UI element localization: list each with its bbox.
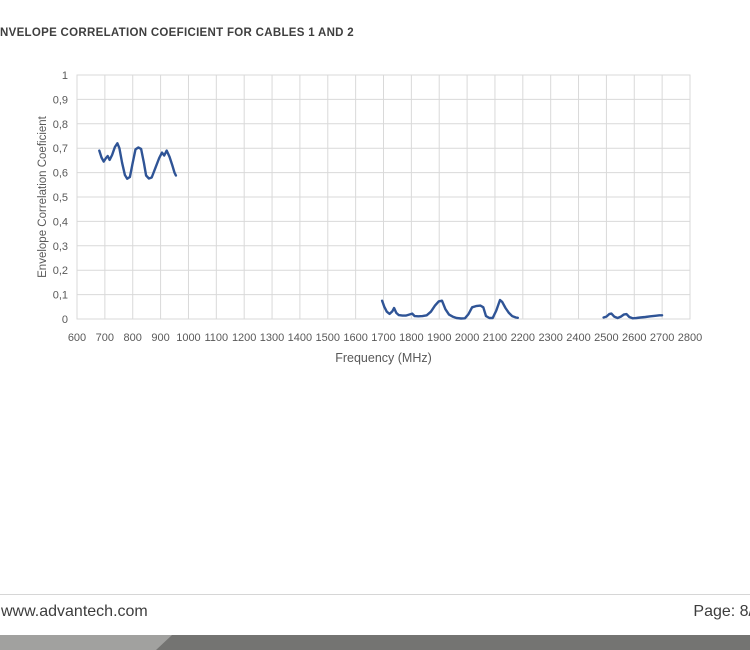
x-tick-label: 1000	[176, 332, 200, 344]
y-tick-label: 0,3	[53, 241, 68, 253]
x-tick-label: 2600	[622, 332, 646, 344]
x-tick-label: 900	[151, 332, 169, 344]
x-tick-label: 2500	[594, 332, 618, 344]
x-tick-label: 2300	[538, 332, 562, 344]
x-tick-label: 1700	[371, 332, 395, 344]
y-tick-label: 0,6	[53, 168, 68, 180]
y-tick-label: 0	[62, 314, 68, 326]
footer-page-number: Page: 8/	[693, 603, 750, 620]
x-tick-label: 600	[68, 332, 86, 344]
y-tick-label: 0,4	[53, 216, 68, 228]
x-tick-label: 1800	[399, 332, 423, 344]
x-tick-label: 2800	[678, 332, 702, 344]
y-tick-label: 0,8	[53, 119, 68, 131]
x-tick-label: 2700	[650, 332, 674, 344]
footer-website-link[interactable]: www.advantech.com	[1, 603, 148, 620]
x-tick-label: 1200	[232, 332, 256, 344]
y-tick-label: 1	[62, 70, 68, 82]
x-tick-label: 700	[96, 332, 114, 344]
footer-accent-bar-light-segment	[0, 635, 172, 650]
footer-divider	[0, 594, 750, 595]
y-tick-label: 0,1	[53, 290, 68, 302]
y-axis-title: Envelope Correlation Coeficient	[37, 115, 49, 278]
y-tick-label: 0,2	[53, 265, 68, 277]
x-tick-label: 1900	[427, 332, 451, 344]
y-tick-label: 0,9	[53, 94, 68, 106]
x-tick-label: 2200	[511, 332, 535, 344]
x-tick-label: 1500	[316, 332, 340, 344]
x-tick-label: 2400	[566, 332, 590, 344]
y-tick-label: 0,7	[53, 143, 68, 155]
x-tick-label: 1300	[260, 332, 284, 344]
x-tick-label: 2000	[455, 332, 479, 344]
document-title: NVELOPE CORRELATION COEFICIENT FOR CABLE…	[0, 27, 354, 39]
x-tick-label: 2100	[483, 332, 507, 344]
ecc-series-line	[98, 142, 178, 180]
x-axis-title: Frequency (MHz)	[335, 351, 432, 365]
x-tick-label: 800	[124, 332, 142, 344]
ecc-series-line	[602, 312, 664, 320]
y-tick-label: 0,5	[53, 192, 68, 204]
x-tick-label: 1400	[288, 332, 312, 344]
x-tick-label: 1600	[343, 332, 367, 344]
plot-border	[76, 74, 691, 320]
x-tick-label: 1100	[204, 332, 228, 344]
ecc-series-line	[380, 298, 519, 320]
footer-accent-bar	[0, 635, 750, 650]
